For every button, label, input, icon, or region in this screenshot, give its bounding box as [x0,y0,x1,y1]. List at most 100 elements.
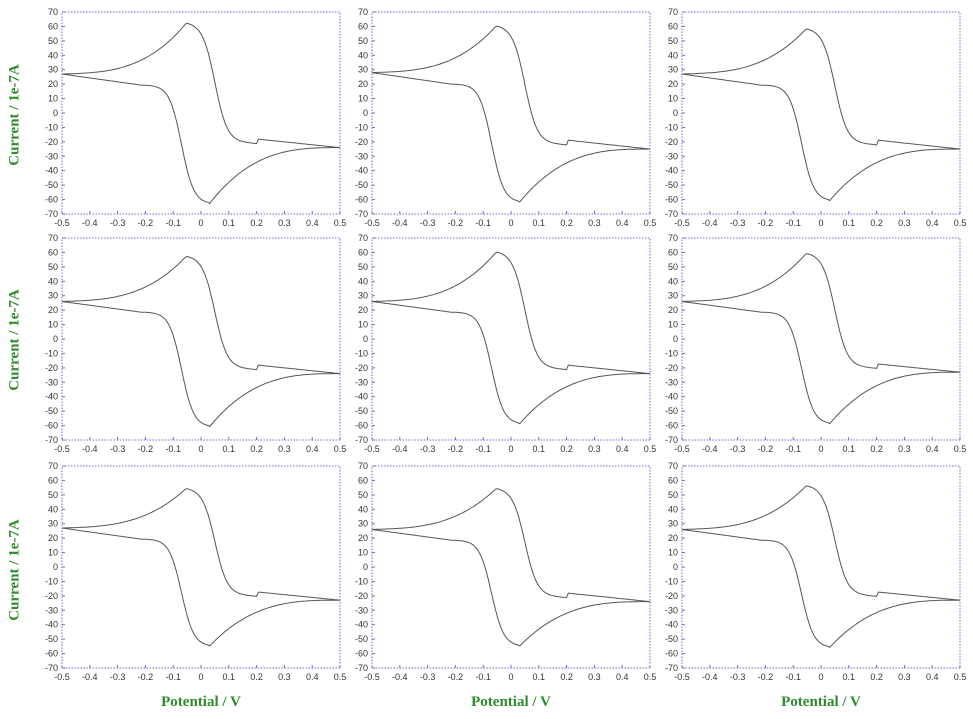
y-tick-label: -40 [45,166,58,176]
x-tick-label: -0.3 [110,218,126,228]
y-axis-label-row-3: Current / 1e-7A [6,519,23,621]
x-tick-label: -0.4 [82,444,98,454]
cv-panel-r2-c2: 70 60 50 40 30 20 10 0 -10 -20 -30 -40 -50 -60 -70-0.5… [355,233,656,454]
y-tick-label: 10 [48,548,58,558]
x-tick-label: 0.3 [588,672,601,682]
x-tick-label: 0.2 [560,672,573,682]
y-tick-label: 0 [673,108,678,118]
x-tick-label: 0 [818,444,823,454]
y-tick-label: -30 [665,605,678,615]
x-axis-label-col-1: Potential / V [161,694,241,710]
y-tick-label: -50 [665,634,678,644]
y-tick-label: -10 [665,122,678,132]
y-tick-label: -70 [665,209,678,219]
y-tick-label: 60 [668,475,678,485]
x-tick-label: -0.3 [420,218,436,228]
y-tick-label: -60 [665,421,678,431]
y-tick-label: 60 [358,21,368,31]
cv-trace [371,25,651,203]
y-tick-label: 0 [363,108,368,118]
y-tick-label: -10 [45,122,58,132]
x-tick-label: -0.2 [448,218,464,228]
y-tick-label: -50 [665,406,678,416]
x-tick-label: -0.1 [785,672,801,682]
x-tick-label: 0.2 [870,444,883,454]
y-tick-label: 70 [48,7,58,17]
x-tick-label: -0.4 [392,218,408,228]
x-tick-label: -0.3 [730,444,746,454]
x-tick-label: 0.2 [560,444,573,454]
x-tick-label: -0.1 [475,444,491,454]
y-tick-label: -20 [355,591,368,601]
x-tick-label: -0.3 [420,672,436,682]
x-tick-label: 0.2 [250,444,263,454]
y-tick-label: -20 [355,363,368,373]
x-tick-label: -0.3 [110,672,126,682]
y-tick-label: -70 [665,435,678,445]
y-tick-label: 0 [53,108,58,118]
x-tick-label: -0.1 [165,672,181,682]
y-tick-label: -60 [45,421,58,431]
x-tick-label: 0.4 [616,218,629,228]
x-tick-label: 0.4 [926,672,939,682]
y-tick-label: 10 [668,320,678,330]
x-tick-label: 0.3 [898,218,911,228]
y-tick-label: 40 [358,276,368,286]
x-tick-label: -0.1 [475,218,491,228]
x-tick-label: 0.3 [278,444,291,454]
y-tick-label: -70 [45,435,58,445]
y-tick-label: -40 [45,620,58,630]
y-tick-label: 0 [53,562,58,572]
x-tick-label: -0.5 [364,444,380,454]
y-tick-label: 10 [358,320,368,330]
plot-frame [371,465,651,669]
y-tick-label: -10 [355,576,368,586]
y-tick-label: -10 [45,348,58,358]
x-tick-label: 0 [818,218,823,228]
y-tick-label: 50 [668,262,678,272]
x-tick-label: 0.1 [843,444,856,454]
y-tick-label: -50 [355,406,368,416]
y-tick-label: 30 [358,291,368,301]
x-tick-label: -0.1 [165,218,181,228]
y-tick-label: 70 [48,233,58,243]
x-tick-label: -0.1 [165,444,181,454]
x-tick-label: -0.4 [82,218,98,228]
y-tick-label: 0 [673,334,678,344]
y-tick-label: 50 [358,490,368,500]
x-tick-label: 0 [818,672,823,682]
x-tick-label: 0.5 [954,444,967,454]
x-tick-label: 0.3 [588,444,601,454]
y-tick-label: 40 [48,504,58,514]
y-tick-label: 40 [668,276,678,286]
y-tick-label: 60 [668,21,678,31]
x-tick-label: -0.2 [138,444,154,454]
y-tick-label: 70 [48,461,58,471]
x-tick-label: 0.2 [870,672,883,682]
cv-trace [681,253,961,425]
x-tick-label: 0 [508,218,513,228]
x-tick-label: -0.3 [420,444,436,454]
y-tick-label: 20 [668,79,678,89]
y-tick-label: 10 [48,94,58,104]
x-tick-label: -0.2 [758,672,774,682]
cv-trace [61,255,341,428]
y-tick-label: 10 [358,94,368,104]
y-tick-label: 20 [48,305,58,315]
x-tick-label: 0.3 [898,444,911,454]
x-tick-label: 0.1 [533,218,546,228]
cv-trace [61,488,341,647]
y-tick-label: 40 [358,504,368,514]
y-tick-label: -40 [355,166,368,176]
y-tick-label: -40 [355,620,368,630]
x-tick-label: 0.3 [278,672,291,682]
y-tick-label: 20 [668,533,678,543]
y-tick-label: 40 [48,276,58,286]
y-tick-label: 60 [48,475,58,485]
x-tick-label: -0.4 [392,444,408,454]
x-tick-label: -0.5 [54,218,70,228]
x-tick-label: 0.1 [223,218,236,228]
y-tick-label: -70 [355,435,368,445]
cv-panel-r1-c2: 70 60 50 40 30 20 10 0 -10 -20 -30 -40 -50 -60 -70-0.5… [355,7,656,228]
